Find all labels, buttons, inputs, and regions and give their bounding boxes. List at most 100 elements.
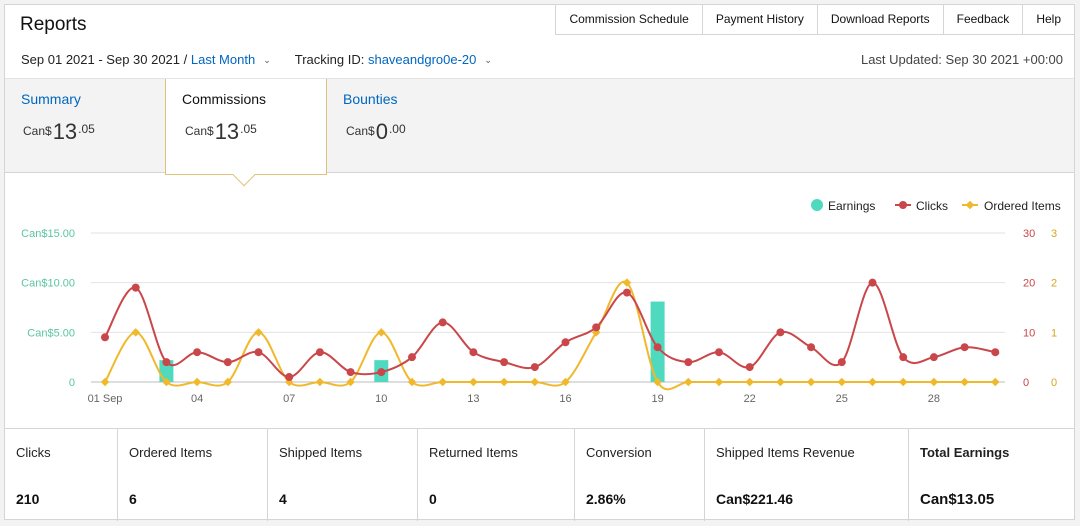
y-tick-ordered: 3 <box>1051 228 1057 240</box>
ordered-items-point <box>714 377 724 387</box>
stat-shipped-items: Shipped Items 4 <box>268 429 418 521</box>
clicks-point <box>776 328 785 337</box>
clicks-point <box>745 363 754 372</box>
date-range: Sep 01 2021 - Sep 30 2021 / <box>21 52 188 67</box>
ordered-items-point <box>254 328 263 337</box>
legend-earnings-swatch <box>811 199 823 211</box>
ordered-items-point <box>192 377 202 387</box>
clicks-point <box>408 353 416 362</box>
clicks-point <box>899 353 908 362</box>
stat-shipped-revenue: Shipped Items Revenue Can$221.46 <box>705 429 909 521</box>
clicks-point <box>561 338 570 347</box>
stat-returned-items: Returned Items 0 <box>418 429 575 521</box>
ordered-items-point <box>530 377 540 387</box>
clicks-point <box>684 358 693 367</box>
page-title: Reports <box>20 14 87 35</box>
x-tick-label: 25 <box>836 393 848 405</box>
stat-label: Clicks <box>16 445 51 460</box>
ordered-items-point <box>653 377 662 387</box>
y-tick-ordered: 2 <box>1051 278 1057 290</box>
amount-cents: .05 <box>240 122 257 136</box>
y-tick-earnings: Can$5.00 <box>27 327 75 339</box>
legend-earnings-label: Earnings <box>828 199 875 213</box>
nav-download-reports[interactable]: Download Reports <box>816 5 943 35</box>
tab-label: Bounties <box>343 91 398 107</box>
tracking-id-value: shaveandgro0e-20 <box>367 52 477 67</box>
stat-label: Ordered Items <box>129 445 213 460</box>
ordered-items-point <box>499 377 509 387</box>
clicks-point <box>715 348 723 357</box>
ordered-items-point <box>346 377 355 387</box>
clicks-point <box>592 323 601 332</box>
ordered-items-point <box>377 328 386 337</box>
clicks-point <box>807 343 816 352</box>
x-tick-label: 22 <box>744 393 756 405</box>
ordered-items-point <box>561 377 570 387</box>
ordered-items-point <box>438 377 447 387</box>
tab-commissions[interactable]: Commissions Can$13.05 <box>165 79 327 187</box>
clicks-point <box>868 278 877 287</box>
currency: Can$ <box>23 124 52 138</box>
period-label: Last Month <box>190 52 256 67</box>
y-tick-earnings: Can$15.00 <box>21 228 75 240</box>
nav-payment-history[interactable]: Payment History <box>701 5 817 35</box>
stat-conversion: Conversion 2.86% <box>575 429 705 521</box>
clicks-point <box>346 368 355 377</box>
clicks-point <box>223 358 232 367</box>
stat-value: 4 <box>279 491 287 507</box>
stat-value: Can$221.46 <box>716 491 794 507</box>
nav-commission-schedule[interactable]: Commission Schedule <box>555 5 702 35</box>
y-tick-clicks: 0 <box>1023 377 1029 389</box>
ordered-items-point <box>776 377 785 387</box>
nav-help[interactable]: Help <box>1022 5 1074 35</box>
ordered-items-point <box>991 377 1000 387</box>
x-tick-label: 28 <box>928 393 940 405</box>
clicks-point <box>469 348 478 357</box>
legend-ordered-swatch <box>965 200 975 210</box>
clicks-point <box>929 353 938 362</box>
nav-feedback[interactable]: Feedback <box>942 5 1023 35</box>
x-tick-label: 07 <box>283 393 295 405</box>
stat-clicks: Clicks 210 <box>5 429 118 521</box>
clicks-point <box>500 358 509 367</box>
earnings-chart: 0 0 0 Can$5.00 10 1 Can$10.00 20 2 Can$15.00 30 3 01… <box>21 199 1061 405</box>
tab-amount: Can$13.05 <box>185 115 257 144</box>
ordered-items-point <box>469 377 478 387</box>
clicks-point <box>377 368 386 377</box>
x-tick-label: 13 <box>467 393 479 405</box>
x-tick-label: 10 <box>375 393 387 405</box>
stats-bar: Clicks 210 Ordered Items 6 Shipped Items… <box>5 428 1074 521</box>
tab-summary[interactable]: Summary Can$13.05 <box>5 79 165 174</box>
ordered-items-point <box>162 377 171 387</box>
clicks-point <box>991 348 1000 357</box>
clicks-point <box>960 343 969 352</box>
stat-label: Conversion <box>586 445 652 460</box>
ordered-items-point <box>806 377 816 387</box>
ordered-items-point <box>407 377 417 387</box>
reports-panel: Reports Commission Schedule Payment Hist… <box>4 4 1075 521</box>
filter-bar: Sep 01 2021 - Sep 30 2021 / Last Month ⌄ … <box>21 52 492 67</box>
chevron-down-icon: ⌄ <box>263 55 271 65</box>
x-tick-label: 19 <box>651 393 663 405</box>
tracking-id-dropdown[interactable]: shaveandgro0e-20 ⌄ <box>368 52 492 67</box>
clicks-point <box>131 283 140 292</box>
ordered-items-point <box>100 377 110 387</box>
tab-label: Summary <box>21 91 81 107</box>
clicks-point <box>193 348 202 357</box>
ordered-items-point <box>929 377 939 387</box>
period-dropdown[interactable]: Last Month ⌄ <box>191 52 271 67</box>
stat-label: Returned Items <box>429 445 518 460</box>
tab-bounties[interactable]: Bounties Can$0.00 <box>327 79 487 174</box>
ordered-items-point <box>223 377 233 387</box>
clicks-point <box>254 348 263 357</box>
clicks-point <box>837 358 846 367</box>
ordered-items-point <box>837 377 847 387</box>
tab-label: Commissions <box>182 91 267 107</box>
stat-value: 6 <box>129 491 137 507</box>
chevron-down-icon: ⌄ <box>484 55 492 65</box>
stat-label: Total Earnings <box>920 445 1010 460</box>
amount-whole: 13 <box>214 119 240 144</box>
ordered-items-point <box>131 328 140 337</box>
y-tick-earnings: 0 <box>69 377 75 389</box>
amount-cents: .00 <box>388 122 406 136</box>
